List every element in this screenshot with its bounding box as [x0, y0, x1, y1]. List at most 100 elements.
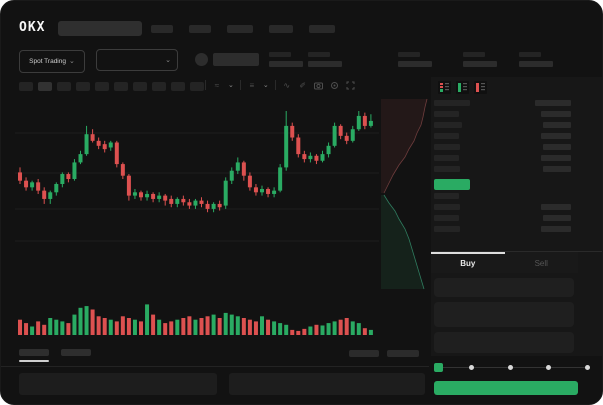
volume-bar [48, 318, 53, 335]
bottom-panel-1 [229, 373, 425, 395]
volume-bar [338, 319, 343, 335]
bid-row-3[interactable] [434, 226, 571, 237]
price-placeholder [434, 144, 460, 150]
chart-type-icon[interactable]: ≡ [249, 80, 255, 90]
wave-icon[interactable]: ∿ [283, 80, 291, 90]
book-asks-only-icon[interactable] [474, 81, 487, 94]
amount-placeholder [541, 226, 571, 232]
book-combined-icon[interactable] [438, 81, 451, 94]
candle-body [60, 174, 65, 184]
pair-selector-dropdown[interactable]: ⌄ [96, 49, 178, 71]
bottom-tab-0[interactable] [19, 349, 49, 356]
candle-body [296, 137, 301, 155]
volume-bar [205, 316, 210, 335]
ask-row-2[interactable] [434, 133, 571, 144]
camera-icon[interactable] [314, 80, 324, 90]
stat-label-placeholder [519, 52, 541, 57]
bid-row-0[interactable] [434, 193, 571, 204]
timeframe-button-1[interactable] [38, 82, 52, 91]
order-form-field-0[interactable] [434, 278, 574, 297]
divider [239, 80, 241, 90]
slider-dot-4[interactable] [585, 365, 590, 370]
candlestick-chart[interactable] [15, 97, 379, 339]
fullscreen-icon[interactable] [346, 80, 356, 90]
volume-bar [60, 321, 65, 335]
bid-row-1[interactable] [434, 204, 571, 215]
order-form-field-2[interactable] [434, 332, 574, 353]
chevron-down-icon[interactable]: ⌄ [262, 81, 269, 89]
tab-buy[interactable]: Buy [431, 252, 505, 273]
volume-bar [181, 318, 186, 335]
candle-body [84, 134, 89, 155]
volume-bar [24, 323, 29, 335]
timeframe-button-2[interactable] [57, 82, 71, 91]
chevron-down-icon[interactable]: ⌄ [228, 81, 234, 89]
candle-body [157, 195, 162, 199]
pair-name-placeholder [213, 53, 259, 66]
volume-bar [193, 319, 198, 335]
ask-row-4[interactable] [434, 155, 571, 166]
orderbook-header-row[interactable] [434, 100, 571, 111]
candle-body [229, 170, 234, 181]
bottom-action-placeholder-0[interactable] [349, 350, 379, 357]
bottom-action-placeholder-1[interactable] [387, 350, 419, 357]
slider-dot-3[interactable] [546, 365, 552, 370]
volume-bar [253, 321, 258, 335]
search-input[interactable] [58, 21, 142, 36]
token-avatar [195, 53, 208, 66]
indicator-select-icon[interactable]: ≈ [214, 80, 220, 90]
depth-chart [381, 98, 428, 290]
nav-item-placeholder-0[interactable] [151, 25, 173, 33]
nav-item-placeholder-2[interactable] [227, 25, 253, 33]
tab-sell[interactable]: Sell [505, 252, 579, 273]
bottom-tab-1[interactable] [61, 349, 91, 356]
nav-item-placeholder-4[interactable] [309, 25, 335, 33]
candle-body [193, 200, 198, 206]
timeframe-button-7[interactable] [152, 82, 166, 91]
buy-submit-button[interactable] [434, 381, 578, 395]
stat-value-placeholder [519, 61, 553, 67]
active-tab-underline [19, 360, 49, 362]
timeframe-button-9[interactable] [190, 82, 204, 91]
bid-row-2[interactable] [434, 215, 571, 226]
candle-body [235, 162, 240, 171]
timeframe-button-6[interactable] [133, 82, 147, 91]
volume-bar [108, 319, 113, 335]
depth-bids-line [383, 194, 425, 290]
settings-icon[interactable] [330, 80, 340, 90]
volume-bar [296, 330, 301, 335]
candle-body [169, 198, 174, 204]
volume-bar [54, 319, 59, 335]
price-placeholder [434, 100, 470, 106]
ask-row-1[interactable] [434, 122, 571, 133]
draw-icon[interactable]: ✐ [299, 80, 307, 90]
timeframe-button-4[interactable] [95, 82, 109, 91]
ask-row-3[interactable] [434, 144, 571, 155]
timeframe-button-3[interactable] [76, 82, 90, 91]
volume-bar [344, 318, 349, 335]
volume-bar [229, 314, 234, 335]
volume-bar [326, 323, 331, 335]
slider-dot-1[interactable] [468, 365, 474, 370]
nav-item-placeholder-1[interactable] [189, 25, 211, 33]
volume-bar [320, 325, 325, 335]
slider-dot-2[interactable] [507, 365, 513, 370]
candle-body [120, 164, 125, 176]
nav-item-placeholder-3[interactable] [269, 25, 293, 33]
timeframe-button-5[interactable] [114, 82, 128, 91]
candle-body [102, 144, 107, 150]
timeframe-button-8[interactable] [171, 82, 185, 91]
ask-row-5[interactable] [434, 166, 571, 177]
volume-bar [90, 309, 95, 335]
timeframe-button-0[interactable] [19, 82, 33, 91]
depth-asks-line [383, 98, 428, 194]
volume-bar [132, 319, 137, 335]
amount-slider-handle[interactable] [434, 363, 443, 372]
price-placeholder [434, 215, 459, 221]
book-bids-only-icon[interactable] [456, 81, 469, 94]
depth-asks-area [381, 99, 427, 193]
order-form-field-1[interactable] [434, 302, 574, 327]
orderbook-rows[interactable] [434, 100, 571, 237]
ask-row-0[interactable] [434, 111, 571, 122]
market-type-dropdown[interactable]: Spot Trading ⌄ [19, 50, 85, 73]
